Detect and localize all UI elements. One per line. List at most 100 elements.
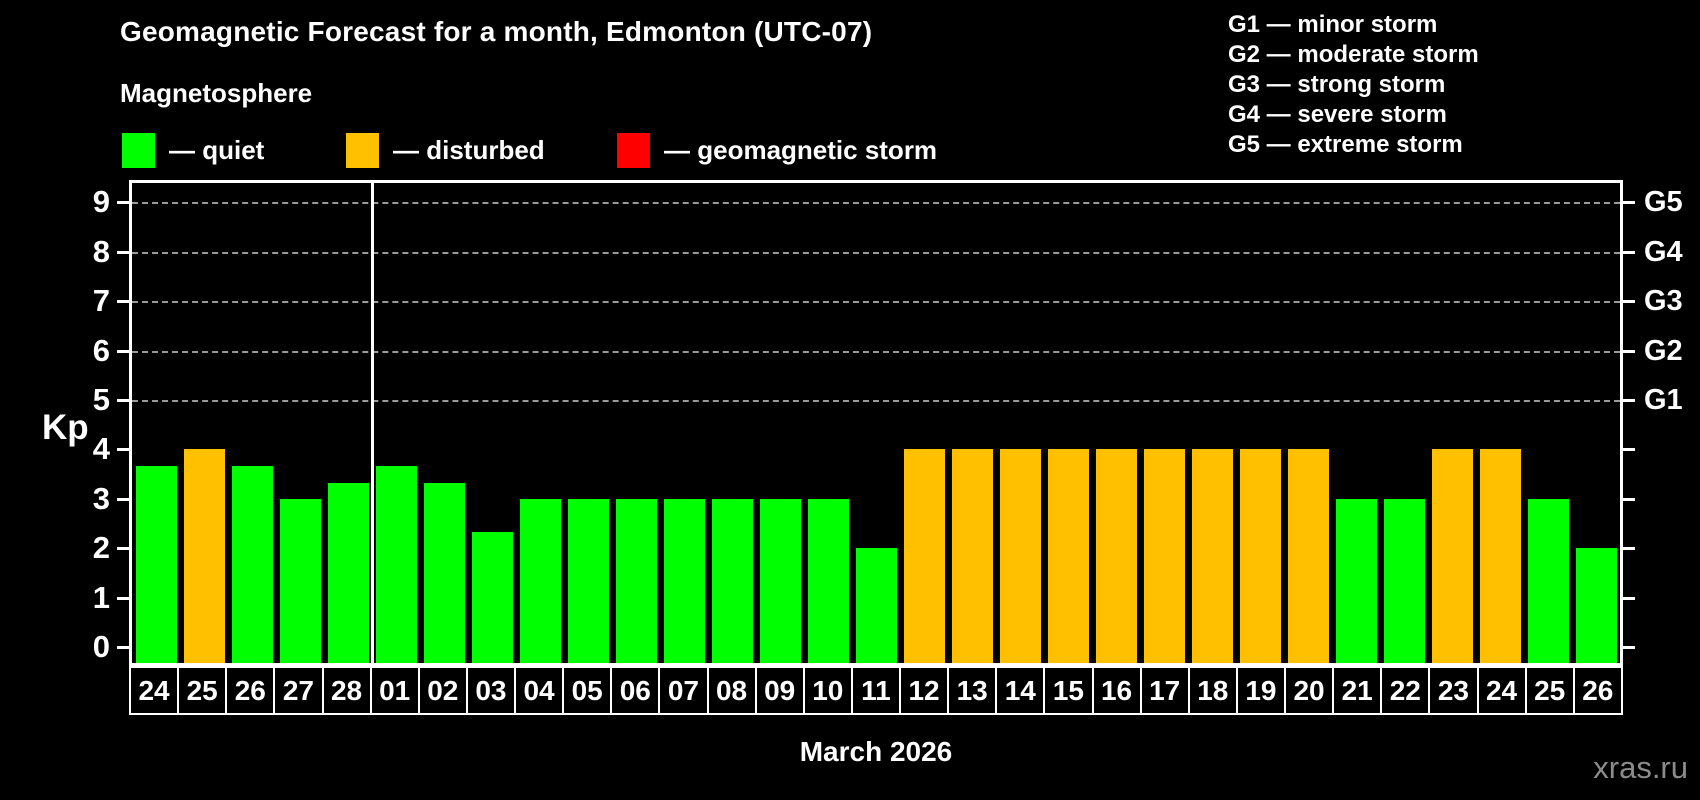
g-scale-line-g3: G3 — strong storm — [1228, 71, 1446, 98]
gridline-kp9 — [132, 202, 1620, 205]
kp-bar-day-05 — [567, 498, 609, 663]
quiet-color-swatch — [122, 132, 155, 168]
date-cell-18: 18 — [1187, 666, 1238, 715]
kp-bar-day-07 — [663, 498, 705, 663]
date-cell-11: 11 — [850, 666, 901, 715]
date-cell-04: 04 — [514, 666, 565, 715]
gridline-kp8 — [132, 251, 1620, 254]
date-cell-19: 19 — [1235, 666, 1286, 715]
y-axis-tick — [117, 448, 132, 452]
date-cell-03: 03 — [465, 666, 516, 715]
date-cell-16: 16 — [1091, 666, 1142, 715]
kp-bar-day-11 — [855, 548, 897, 663]
gridline-kp6 — [132, 350, 1620, 353]
legend-label-quiet: — quiet — [169, 134, 265, 165]
kp-bar-day-19 — [1239, 449, 1281, 663]
date-cell-06: 06 — [610, 666, 661, 715]
kp-bar-day-01 — [375, 465, 417, 663]
y-tick-label: 3 — [92, 480, 110, 516]
y-tick-label: 8 — [92, 233, 110, 269]
date-cell-24: 24 — [129, 666, 180, 715]
y-axis-tick — [117, 547, 132, 551]
kp-bar-day-09 — [759, 498, 801, 663]
date-cell-15: 15 — [1043, 666, 1094, 715]
right-axis-tick — [1620, 399, 1635, 402]
date-cell-08: 08 — [706, 666, 757, 715]
right-axis-tick — [1620, 596, 1635, 600]
y-axis-tick — [117, 497, 132, 501]
y-tick-label: 6 — [92, 332, 110, 368]
y-tick-label: 5 — [92, 382, 110, 417]
right-axis-tick — [1620, 646, 1635, 649]
right-axis-tick — [1620, 250, 1635, 254]
g-axis-label-g3: G3 — [1644, 285, 1683, 318]
kp-bar-day-26 — [1575, 548, 1617, 663]
chart-title: Geomagnetic Forecast for a month, Edmont… — [120, 16, 873, 47]
kp-bar-day-15 — [1047, 449, 1089, 663]
legend-label-disturbed: — disturbed — [393, 134, 545, 165]
kp-bar-day-24 — [135, 465, 177, 663]
date-cell-28: 28 — [321, 666, 372, 715]
y-axis-tick — [117, 300, 132, 304]
date-cell-13: 13 — [947, 666, 998, 715]
kp-bar-day-28 — [327, 482, 369, 663]
right-axis-tick — [1620, 448, 1635, 452]
date-cell-12: 12 — [899, 666, 950, 715]
kp-bar-day-23 — [1431, 449, 1473, 663]
kp-bar-day-25 — [1527, 498, 1569, 663]
g-scale-legend: G1 — minor storm G2 — moderate storm G3 … — [1228, 10, 1479, 160]
y-axis-tick — [117, 646, 132, 649]
y-axis-tick — [117, 399, 132, 402]
kp-bar-day-25 — [183, 449, 225, 663]
date-cell-25: 25 — [1524, 666, 1575, 715]
plot-area: 0 1 2 3 4 5 6 7 8 9 G1 G2 G3 G4 G5 — [93, 180, 1683, 666]
y-tick-label: 1 — [92, 579, 110, 615]
g-scale-line-g1: G1 — minor storm — [1228, 11, 1438, 38]
kp-bar-day-13 — [951, 449, 993, 663]
date-cell-14: 14 — [995, 666, 1046, 715]
g-scale-line-g4: G4 — severe storm — [1228, 101, 1447, 128]
legend-item-disturbed: — disturbed — [346, 132, 545, 168]
right-axis-tick — [1620, 497, 1635, 501]
y-tick-label: 0 — [92, 629, 110, 664]
month-boundary-line — [370, 183, 374, 663]
kp-bar-day-21 — [1335, 498, 1377, 663]
kp-bar-day-27 — [279, 498, 321, 663]
g-scale-line-g2: G2 — moderate storm — [1228, 41, 1479, 68]
kp-bar-day-18 — [1191, 449, 1233, 663]
g-axis-label-g4: G4 — [1644, 235, 1683, 268]
kp-bar-day-08 — [711, 498, 753, 663]
y-axis-tick — [117, 201, 132, 205]
y-tick-label: 7 — [92, 283, 110, 319]
kp-bar-day-10 — [807, 498, 849, 663]
date-cell-24: 24 — [1476, 666, 1527, 715]
kp-bar-day-20 — [1287, 449, 1329, 663]
date-cell-26: 26 — [225, 666, 276, 715]
date-cell-07: 07 — [658, 666, 709, 715]
x-axis-title: March 2026 — [799, 736, 953, 767]
g-scale-line-g5: G5 — extreme storm — [1228, 131, 1463, 158]
g-axis-label-g5: G5 — [1644, 186, 1683, 219]
date-cell-10: 10 — [802, 666, 853, 715]
disturbed-color-swatch — [346, 132, 379, 168]
date-cell-22: 22 — [1380, 666, 1431, 715]
y-axis-tick — [117, 349, 132, 353]
storm-color-swatch — [617, 132, 650, 168]
kp-bar-day-24 — [1479, 449, 1521, 663]
kp-bar-day-04 — [519, 498, 561, 663]
date-axis: 24 25 26 27 28 01 02 03 04 05 06 07 08 09 10 11 12 13 14 15… — [129, 666, 1623, 715]
date-cell-27: 27 — [273, 666, 324, 715]
kp-bar-day-26 — [231, 465, 273, 663]
kp-bar-day-03 — [471, 531, 513, 663]
legend-label-storm: — geomagnetic storm — [664, 134, 938, 165]
legend-item-storm: — geomagnetic storm — [617, 132, 937, 168]
date-cell-17: 17 — [1139, 666, 1190, 715]
kp-bar-day-02 — [423, 482, 465, 663]
date-cell-01: 01 — [369, 666, 420, 715]
gridline-kp5 — [132, 400, 1620, 402]
g-axis-label-g1: G1 — [1644, 384, 1683, 416]
date-cell-05: 05 — [562, 666, 613, 715]
date-cell-21: 21 — [1332, 666, 1383, 715]
date-cell-26: 26 — [1572, 666, 1623, 715]
